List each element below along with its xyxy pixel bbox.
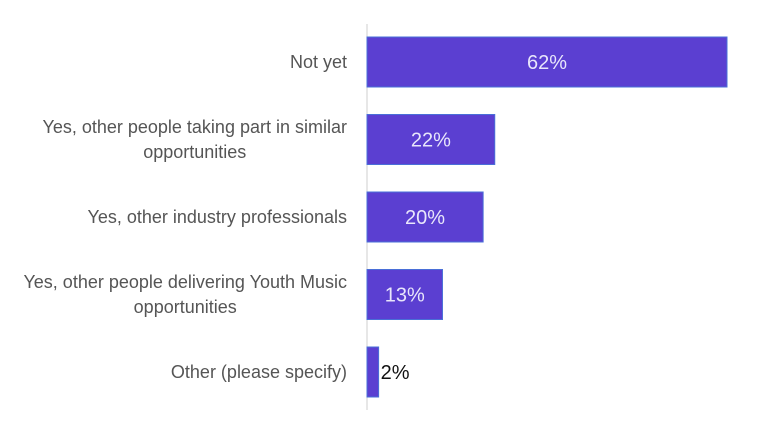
category-label: Yes, other industry professionals (88, 207, 347, 227)
category-label-line: Yes, other people delivering Youth Music (23, 272, 347, 292)
bar (366, 269, 443, 320)
bar-value-label: 2% (381, 362, 410, 384)
bar (366, 36, 728, 88)
category-label-line: Yes, other people taking part in similar (42, 117, 347, 137)
bar-value-label: 13% (385, 285, 425, 307)
category-label-line: opportunities (134, 297, 237, 317)
category-label-line: Not yet (290, 52, 347, 72)
bar-value-label: 62% (527, 52, 567, 74)
bar (366, 346, 380, 398)
bar (366, 114, 496, 165)
category-label-line: Other (please specify) (171, 362, 347, 382)
category-label: Not yet (290, 52, 347, 72)
category-label: Yes, other people delivering Youth Music… (23, 272, 347, 317)
bar-value-label: 20% (405, 207, 445, 229)
category-label: Other (please specify) (171, 362, 347, 382)
category-label-line: Yes, other industry professionals (88, 207, 347, 227)
bar-value-label: 22% (411, 130, 451, 152)
category-label: Yes, other people taking part in similar… (42, 117, 347, 162)
category-label-line: opportunities (143, 142, 246, 162)
bar (366, 191, 484, 243)
